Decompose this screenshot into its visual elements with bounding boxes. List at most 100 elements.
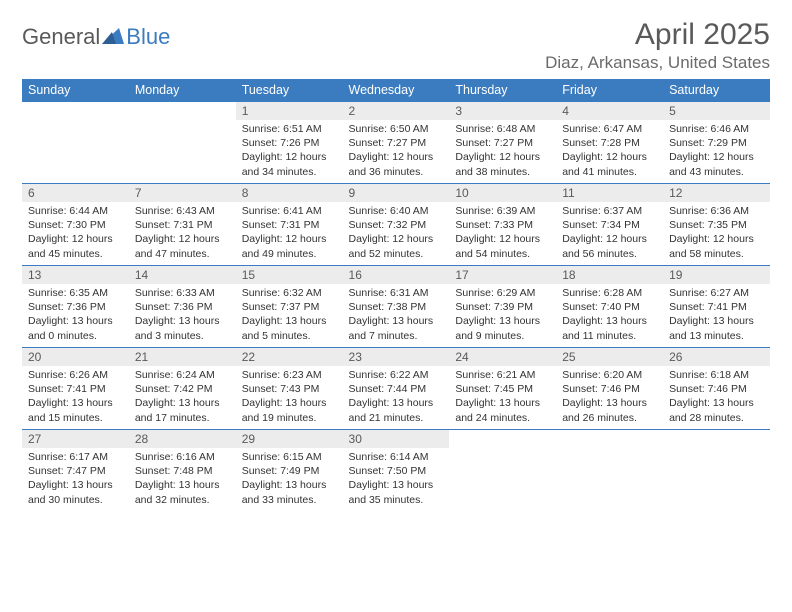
weekday-header: Monday bbox=[129, 79, 236, 102]
day-number: 10 bbox=[449, 184, 556, 202]
calendar-cell: 6Sunrise: 6:44 AMSunset: 7:30 PMDaylight… bbox=[22, 184, 129, 266]
calendar-cell: 18Sunrise: 6:28 AMSunset: 7:40 PMDayligh… bbox=[556, 266, 663, 348]
logo-text-blue: Blue bbox=[126, 24, 170, 50]
calendar-cell bbox=[449, 430, 556, 512]
day-details: Sunrise: 6:37 AMSunset: 7:34 PMDaylight:… bbox=[556, 202, 663, 265]
day-number: 1 bbox=[236, 102, 343, 120]
calendar-cell: 4Sunrise: 6:47 AMSunset: 7:28 PMDaylight… bbox=[556, 102, 663, 184]
day-details: Sunrise: 6:16 AMSunset: 7:48 PMDaylight:… bbox=[129, 448, 236, 511]
logo-text-general: General bbox=[22, 24, 100, 50]
day-details: Sunrise: 6:51 AMSunset: 7:26 PMDaylight:… bbox=[236, 120, 343, 183]
day-number: 22 bbox=[236, 348, 343, 366]
calendar-cell: 22Sunrise: 6:23 AMSunset: 7:43 PMDayligh… bbox=[236, 348, 343, 430]
logo-triangle-icon bbox=[102, 26, 124, 49]
calendar-cell: 7Sunrise: 6:43 AMSunset: 7:31 PMDaylight… bbox=[129, 184, 236, 266]
calendar-cell: 27Sunrise: 6:17 AMSunset: 7:47 PMDayligh… bbox=[22, 430, 129, 512]
day-number: 23 bbox=[343, 348, 450, 366]
day-details: Sunrise: 6:35 AMSunset: 7:36 PMDaylight:… bbox=[22, 284, 129, 347]
calendar-row: 13Sunrise: 6:35 AMSunset: 7:36 PMDayligh… bbox=[22, 266, 770, 348]
title-block: April 2025 Diaz, Arkansas, United States bbox=[545, 18, 770, 73]
day-details: Sunrise: 6:26 AMSunset: 7:41 PMDaylight:… bbox=[22, 366, 129, 429]
day-number: 2 bbox=[343, 102, 450, 120]
calendar-cell: 11Sunrise: 6:37 AMSunset: 7:34 PMDayligh… bbox=[556, 184, 663, 266]
day-number: 29 bbox=[236, 430, 343, 448]
calendar-cell bbox=[663, 430, 770, 512]
day-details: Sunrise: 6:15 AMSunset: 7:49 PMDaylight:… bbox=[236, 448, 343, 511]
day-number: 14 bbox=[129, 266, 236, 284]
calendar-cell bbox=[556, 430, 663, 512]
day-details: Sunrise: 6:18 AMSunset: 7:46 PMDaylight:… bbox=[663, 366, 770, 429]
calendar-cell: 28Sunrise: 6:16 AMSunset: 7:48 PMDayligh… bbox=[129, 430, 236, 512]
day-number: 6 bbox=[22, 184, 129, 202]
header: General Blue April 2025 Diaz, Arkansas, … bbox=[22, 18, 770, 73]
calendar-cell: 13Sunrise: 6:35 AMSunset: 7:36 PMDayligh… bbox=[22, 266, 129, 348]
calendar-row: 27Sunrise: 6:17 AMSunset: 7:47 PMDayligh… bbox=[22, 430, 770, 512]
day-details: Sunrise: 6:43 AMSunset: 7:31 PMDaylight:… bbox=[129, 202, 236, 265]
day-number: 7 bbox=[129, 184, 236, 202]
day-number: 30 bbox=[343, 430, 450, 448]
calendar-cell bbox=[129, 102, 236, 184]
day-number: 17 bbox=[449, 266, 556, 284]
calendar-cell: 15Sunrise: 6:32 AMSunset: 7:37 PMDayligh… bbox=[236, 266, 343, 348]
calendar-cell bbox=[22, 102, 129, 184]
day-number: 18 bbox=[556, 266, 663, 284]
day-details: Sunrise: 6:22 AMSunset: 7:44 PMDaylight:… bbox=[343, 366, 450, 429]
calendar-row: 1Sunrise: 6:51 AMSunset: 7:26 PMDaylight… bbox=[22, 102, 770, 184]
calendar-cell: 14Sunrise: 6:33 AMSunset: 7:36 PMDayligh… bbox=[129, 266, 236, 348]
day-number: 12 bbox=[663, 184, 770, 202]
day-number: 25 bbox=[556, 348, 663, 366]
calendar-cell: 30Sunrise: 6:14 AMSunset: 7:50 PMDayligh… bbox=[343, 430, 450, 512]
day-number: 5 bbox=[663, 102, 770, 120]
day-number: 16 bbox=[343, 266, 450, 284]
weekday-header: Sunday bbox=[22, 79, 129, 102]
location-text: Diaz, Arkansas, United States bbox=[545, 53, 770, 73]
day-number: 15 bbox=[236, 266, 343, 284]
day-details: Sunrise: 6:20 AMSunset: 7:46 PMDaylight:… bbox=[556, 366, 663, 429]
day-details: Sunrise: 6:29 AMSunset: 7:39 PMDaylight:… bbox=[449, 284, 556, 347]
calendar-cell: 3Sunrise: 6:48 AMSunset: 7:27 PMDaylight… bbox=[449, 102, 556, 184]
calendar-cell: 12Sunrise: 6:36 AMSunset: 7:35 PMDayligh… bbox=[663, 184, 770, 266]
calendar-cell: 10Sunrise: 6:39 AMSunset: 7:33 PMDayligh… bbox=[449, 184, 556, 266]
calendar-cell: 24Sunrise: 6:21 AMSunset: 7:45 PMDayligh… bbox=[449, 348, 556, 430]
day-number: 19 bbox=[663, 266, 770, 284]
day-details: Sunrise: 6:24 AMSunset: 7:42 PMDaylight:… bbox=[129, 366, 236, 429]
day-details: Sunrise: 6:46 AMSunset: 7:29 PMDaylight:… bbox=[663, 120, 770, 183]
calendar-page: General Blue April 2025 Diaz, Arkansas, … bbox=[0, 0, 792, 612]
weekday-header-row: Sunday Monday Tuesday Wednesday Thursday… bbox=[22, 79, 770, 102]
calendar-cell: 16Sunrise: 6:31 AMSunset: 7:38 PMDayligh… bbox=[343, 266, 450, 348]
day-number: 28 bbox=[129, 430, 236, 448]
month-title: April 2025 bbox=[545, 18, 770, 51]
day-details: Sunrise: 6:28 AMSunset: 7:40 PMDaylight:… bbox=[556, 284, 663, 347]
day-details: Sunrise: 6:32 AMSunset: 7:37 PMDaylight:… bbox=[236, 284, 343, 347]
calendar-row: 20Sunrise: 6:26 AMSunset: 7:41 PMDayligh… bbox=[22, 348, 770, 430]
weekday-header: Tuesday bbox=[236, 79, 343, 102]
calendar-cell: 23Sunrise: 6:22 AMSunset: 7:44 PMDayligh… bbox=[343, 348, 450, 430]
weekday-header: Friday bbox=[556, 79, 663, 102]
calendar-body: 1Sunrise: 6:51 AMSunset: 7:26 PMDaylight… bbox=[22, 102, 770, 512]
calendar-cell: 5Sunrise: 6:46 AMSunset: 7:29 PMDaylight… bbox=[663, 102, 770, 184]
day-number: 26 bbox=[663, 348, 770, 366]
day-details: Sunrise: 6:41 AMSunset: 7:31 PMDaylight:… bbox=[236, 202, 343, 265]
weekday-header: Saturday bbox=[663, 79, 770, 102]
calendar-cell: 29Sunrise: 6:15 AMSunset: 7:49 PMDayligh… bbox=[236, 430, 343, 512]
day-details: Sunrise: 6:21 AMSunset: 7:45 PMDaylight:… bbox=[449, 366, 556, 429]
calendar-cell: 9Sunrise: 6:40 AMSunset: 7:32 PMDaylight… bbox=[343, 184, 450, 266]
weekday-header: Wednesday bbox=[343, 79, 450, 102]
calendar-cell: 1Sunrise: 6:51 AMSunset: 7:26 PMDaylight… bbox=[236, 102, 343, 184]
day-details: Sunrise: 6:14 AMSunset: 7:50 PMDaylight:… bbox=[343, 448, 450, 511]
day-details: Sunrise: 6:23 AMSunset: 7:43 PMDaylight:… bbox=[236, 366, 343, 429]
calendar-cell: 19Sunrise: 6:27 AMSunset: 7:41 PMDayligh… bbox=[663, 266, 770, 348]
day-number: 20 bbox=[22, 348, 129, 366]
day-details: Sunrise: 6:50 AMSunset: 7:27 PMDaylight:… bbox=[343, 120, 450, 183]
calendar-cell: 2Sunrise: 6:50 AMSunset: 7:27 PMDaylight… bbox=[343, 102, 450, 184]
day-number: 9 bbox=[343, 184, 450, 202]
day-details: Sunrise: 6:36 AMSunset: 7:35 PMDaylight:… bbox=[663, 202, 770, 265]
day-details: Sunrise: 6:27 AMSunset: 7:41 PMDaylight:… bbox=[663, 284, 770, 347]
calendar-cell: 25Sunrise: 6:20 AMSunset: 7:46 PMDayligh… bbox=[556, 348, 663, 430]
day-number: 8 bbox=[236, 184, 343, 202]
calendar-cell: 26Sunrise: 6:18 AMSunset: 7:46 PMDayligh… bbox=[663, 348, 770, 430]
day-details: Sunrise: 6:40 AMSunset: 7:32 PMDaylight:… bbox=[343, 202, 450, 265]
day-details: Sunrise: 6:17 AMSunset: 7:47 PMDaylight:… bbox=[22, 448, 129, 511]
calendar-table: Sunday Monday Tuesday Wednesday Thursday… bbox=[22, 79, 770, 512]
calendar-row: 6Sunrise: 6:44 AMSunset: 7:30 PMDaylight… bbox=[22, 184, 770, 266]
